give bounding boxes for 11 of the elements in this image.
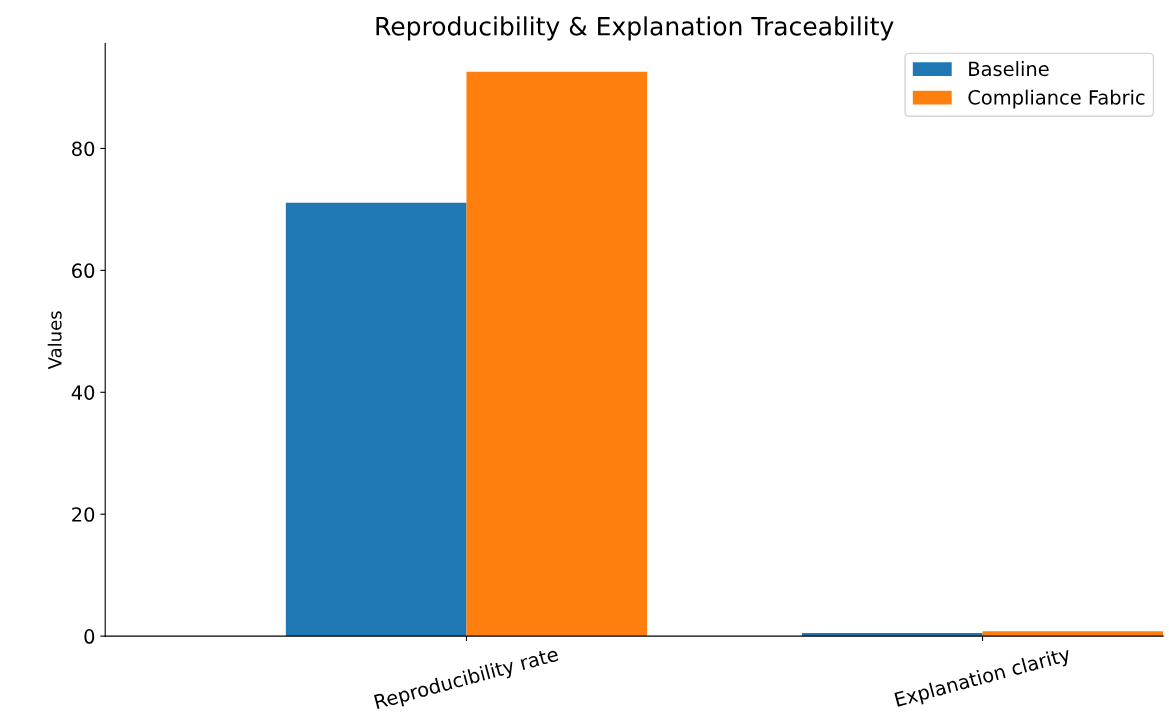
- y-axis-title: Values: [47, 311, 62, 370]
- y-tick-label: 40: [71, 385, 95, 400]
- bar: [285, 202, 467, 637]
- y-tick-label: 60: [72, 263, 95, 279]
- y-tick-label: 0: [84, 629, 95, 644]
- y-tick-label: 20: [72, 507, 95, 522]
- y-tick-label: 80: [72, 141, 95, 157]
- legend-label: Compliance Fabric: [968, 89, 1145, 109]
- chart-title: Reproducibility & Explanation Traceability: [376, 16, 894, 41]
- legend-label: Baseline: [969, 61, 1049, 77]
- bar: [466, 71, 648, 637]
